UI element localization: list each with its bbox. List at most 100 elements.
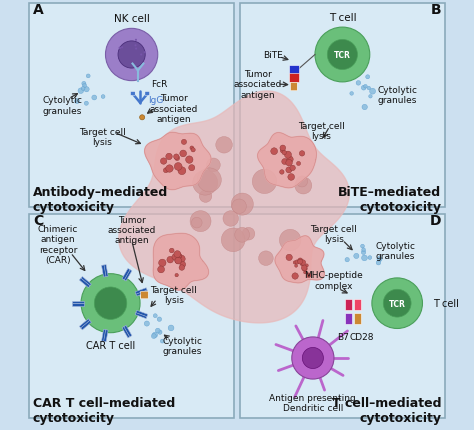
Circle shape — [297, 176, 308, 187]
Circle shape — [362, 255, 367, 261]
Text: Antibody–mediated
cytotoxicity: Antibody–mediated cytotoxicity — [33, 186, 168, 214]
Circle shape — [175, 274, 178, 277]
Circle shape — [315, 28, 370, 83]
FancyArrow shape — [72, 303, 83, 306]
Text: Cytolytic
granules: Cytolytic granules — [377, 86, 417, 105]
Circle shape — [175, 258, 180, 264]
Circle shape — [166, 166, 173, 173]
FancyBboxPatch shape — [345, 313, 352, 324]
Circle shape — [293, 261, 297, 264]
Polygon shape — [119, 92, 349, 323]
Circle shape — [295, 178, 312, 194]
Text: T cell: T cell — [433, 298, 459, 308]
Circle shape — [175, 258, 182, 264]
Circle shape — [135, 45, 137, 47]
Circle shape — [140, 116, 145, 120]
Circle shape — [305, 264, 308, 267]
Text: C: C — [33, 213, 43, 227]
Circle shape — [178, 167, 186, 175]
Circle shape — [118, 47, 121, 49]
Circle shape — [286, 255, 292, 261]
Circle shape — [301, 260, 306, 266]
Circle shape — [280, 149, 285, 154]
Circle shape — [298, 258, 303, 263]
FancyBboxPatch shape — [289, 65, 299, 75]
Circle shape — [175, 254, 182, 260]
Circle shape — [92, 96, 97, 101]
FancyBboxPatch shape — [354, 299, 361, 310]
Circle shape — [376, 261, 381, 265]
FancyBboxPatch shape — [240, 3, 445, 208]
Circle shape — [300, 151, 305, 157]
Circle shape — [155, 329, 160, 333]
FancyBboxPatch shape — [291, 83, 297, 92]
Circle shape — [167, 257, 173, 263]
Circle shape — [328, 40, 357, 71]
Text: B7: B7 — [337, 333, 349, 341]
Circle shape — [370, 89, 375, 95]
Text: Tumor
associated
antigen: Tumor associated antigen — [234, 70, 282, 100]
Circle shape — [383, 290, 411, 317]
Circle shape — [280, 170, 284, 175]
Text: CD28: CD28 — [349, 333, 374, 341]
Circle shape — [191, 148, 195, 153]
FancyArrow shape — [104, 330, 108, 342]
Circle shape — [151, 334, 156, 339]
Circle shape — [84, 87, 89, 92]
Circle shape — [189, 165, 195, 171]
FancyArrow shape — [122, 269, 130, 280]
Text: CAR T cell: CAR T cell — [86, 340, 135, 350]
Circle shape — [364, 85, 367, 89]
Circle shape — [292, 337, 334, 379]
Circle shape — [295, 265, 298, 267]
Circle shape — [345, 258, 349, 262]
Circle shape — [174, 163, 182, 171]
Circle shape — [297, 162, 301, 166]
FancyBboxPatch shape — [289, 74, 299, 83]
Text: Target cell
lysis: Target cell lysis — [298, 121, 345, 141]
Circle shape — [161, 159, 167, 165]
Circle shape — [169, 249, 174, 253]
Circle shape — [86, 75, 90, 79]
Text: Cytolytic
granules: Cytolytic granules — [375, 241, 415, 261]
Circle shape — [94, 287, 127, 319]
Circle shape — [82, 84, 87, 88]
Circle shape — [158, 266, 164, 273]
Circle shape — [119, 48, 121, 50]
Circle shape — [286, 168, 292, 174]
Circle shape — [361, 86, 366, 91]
Circle shape — [118, 42, 145, 69]
FancyArrow shape — [101, 329, 106, 341]
FancyArrow shape — [122, 327, 130, 338]
Circle shape — [158, 330, 162, 335]
Text: Tumor
associated
antigen: Tumor associated antigen — [150, 94, 198, 124]
Circle shape — [174, 251, 181, 258]
Circle shape — [369, 95, 372, 99]
Text: Antigen presenting
Dendritic cell: Antigen presenting Dendritic cell — [270, 393, 356, 412]
Circle shape — [121, 47, 123, 49]
Circle shape — [168, 325, 174, 331]
Circle shape — [368, 256, 372, 260]
Circle shape — [193, 171, 218, 196]
Circle shape — [186, 157, 193, 164]
FancyArrow shape — [81, 321, 91, 330]
Circle shape — [140, 54, 142, 56]
Text: FcR: FcR — [151, 80, 167, 89]
Circle shape — [290, 166, 295, 171]
Circle shape — [288, 174, 294, 181]
Circle shape — [287, 157, 293, 163]
Circle shape — [160, 339, 164, 343]
Circle shape — [153, 314, 157, 318]
Circle shape — [354, 254, 359, 259]
Circle shape — [259, 251, 273, 266]
Circle shape — [302, 267, 307, 272]
Circle shape — [191, 218, 202, 228]
Text: Chimeric
antigen
receptor
(CAR): Chimeric antigen receptor (CAR) — [37, 224, 78, 264]
Circle shape — [377, 257, 382, 262]
Circle shape — [216, 137, 232, 154]
Text: Cytolytic
granules: Cytolytic granules — [42, 96, 82, 116]
Circle shape — [135, 49, 137, 50]
FancyBboxPatch shape — [240, 214, 445, 418]
Circle shape — [301, 263, 304, 266]
Circle shape — [271, 148, 278, 155]
